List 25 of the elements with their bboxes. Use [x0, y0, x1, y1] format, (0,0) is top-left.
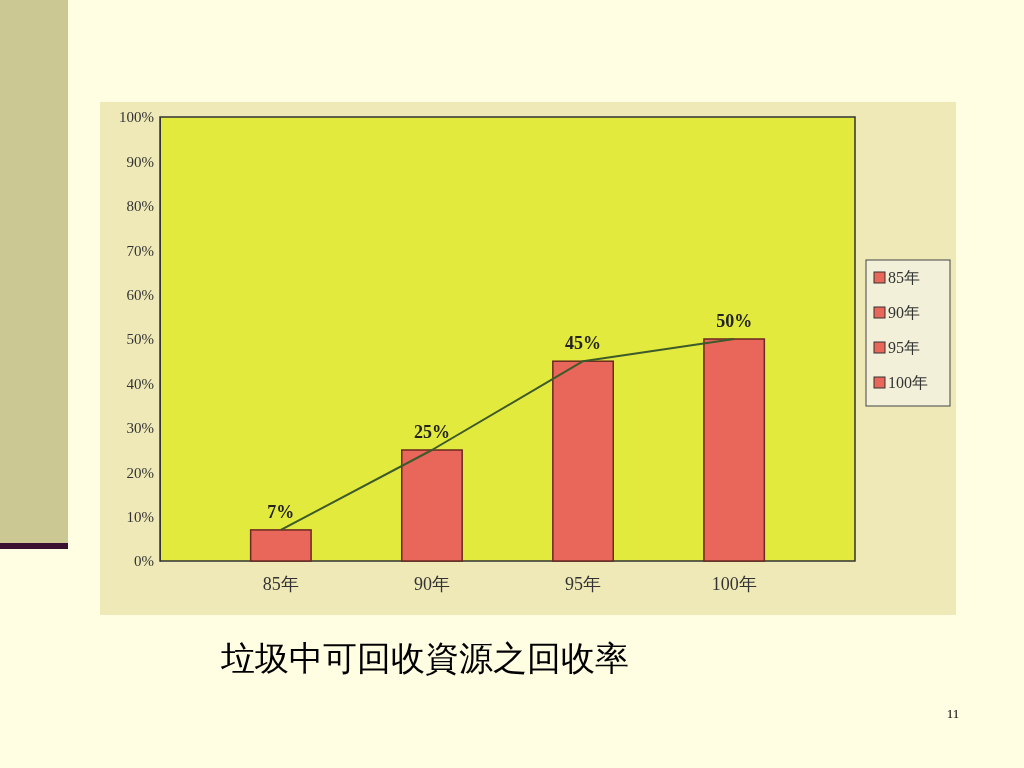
x-tick-label: 90年 [413, 573, 450, 594]
y-tick-label: 90% [126, 153, 154, 170]
y-tick-label: 100% [119, 109, 154, 126]
y-tick-label: 40% [126, 375, 154, 392]
legend-label: 95年 [888, 339, 920, 356]
y-tick-label: 80% [126, 198, 154, 215]
y-tick-label: 60% [126, 286, 154, 303]
x-tick-label: 100年 [711, 573, 757, 594]
text: 45% [565, 333, 602, 354]
text: 50% [716, 311, 753, 331]
text: 垃圾中可回收資源之回收率 [220, 640, 629, 677]
legend-label: 100年 [888, 374, 928, 391]
y-tick-label: 20% [126, 464, 154, 481]
x-tick-label: 85年 [262, 573, 299, 594]
text: 25% [413, 422, 450, 442]
y-tick-label: 50% [126, 331, 154, 348]
y-tick-label: 30% [126, 420, 154, 437]
y-tick-label: 10% [126, 508, 154, 525]
text: 11 [946, 706, 960, 721]
legend-label: 90年 [888, 304, 920, 321]
legend-label: 85年 [888, 269, 920, 286]
y-tick-label: 0% [134, 553, 154, 570]
text: 7% [267, 501, 295, 522]
x-tick-label: 95年 [565, 573, 602, 594]
y-tick-label: 70% [126, 242, 154, 259]
